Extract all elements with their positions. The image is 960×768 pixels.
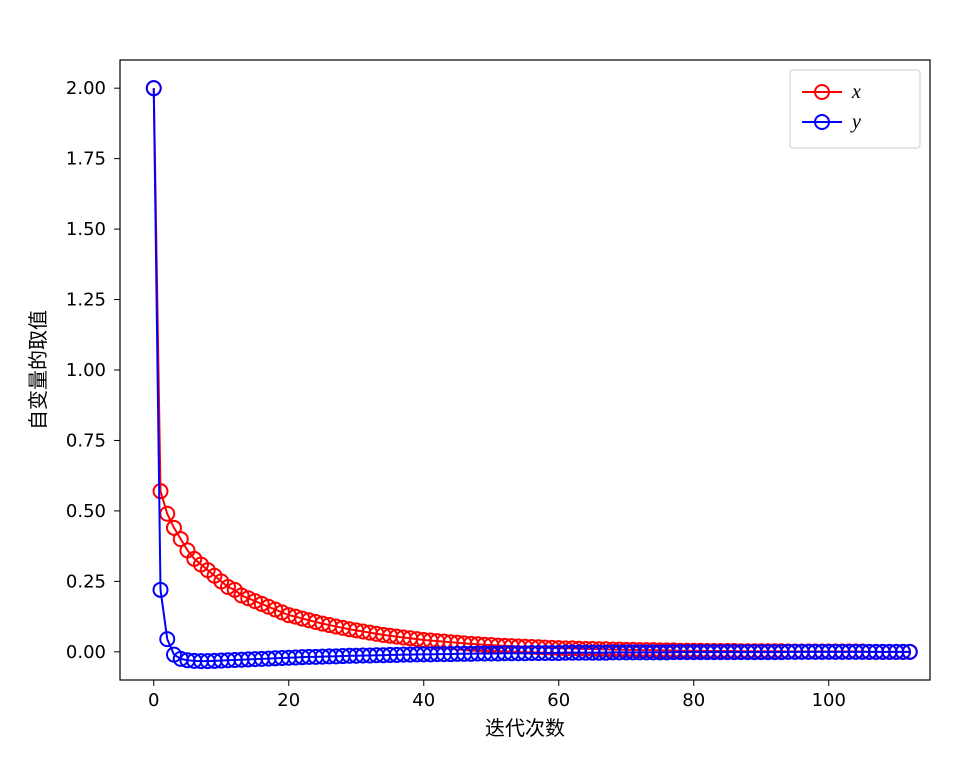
x-tick-label: 20 bbox=[277, 690, 300, 711]
line-chart: 0 20 40 60 80 100 0.00 0.25 0.50 0.75 1.00 1.25 1.50… bbox=[0, 0, 960, 768]
y-tick-label: 1.50 bbox=[66, 219, 106, 240]
legend-label: x bbox=[851, 81, 861, 103]
legend-label: y bbox=[850, 111, 861, 133]
x-axis-label: 迭代次数 bbox=[485, 716, 565, 740]
series-line-y bbox=[154, 88, 910, 661]
y-axis-label: 自变量的取值 bbox=[26, 310, 50, 430]
y-tick-label: 0.75 bbox=[66, 430, 106, 451]
y-tick-label: 0.00 bbox=[66, 642, 106, 663]
y-tick-label: 1.00 bbox=[66, 360, 106, 381]
x-tick-label: 60 bbox=[547, 690, 570, 711]
series-x bbox=[147, 81, 917, 659]
y-tick-label: 0.50 bbox=[66, 501, 106, 522]
y-tick-label: 2.00 bbox=[66, 78, 106, 99]
y-tick-label: 1.25 bbox=[66, 290, 106, 311]
x-tick-label: 80 bbox=[682, 690, 705, 711]
x-tick-label: 40 bbox=[412, 690, 435, 711]
legend: xy bbox=[790, 70, 920, 148]
x-tick-label: 100 bbox=[812, 690, 846, 711]
x-tick-label: 0 bbox=[148, 690, 159, 711]
chart-container: 0 20 40 60 80 100 0.00 0.25 0.50 0.75 1.00 1.25 1.50… bbox=[0, 0, 960, 768]
series-y bbox=[147, 81, 917, 668]
y-tick-label: 1.75 bbox=[66, 149, 106, 170]
series-line-x bbox=[154, 88, 910, 652]
y-tick-label: 0.25 bbox=[66, 571, 106, 592]
